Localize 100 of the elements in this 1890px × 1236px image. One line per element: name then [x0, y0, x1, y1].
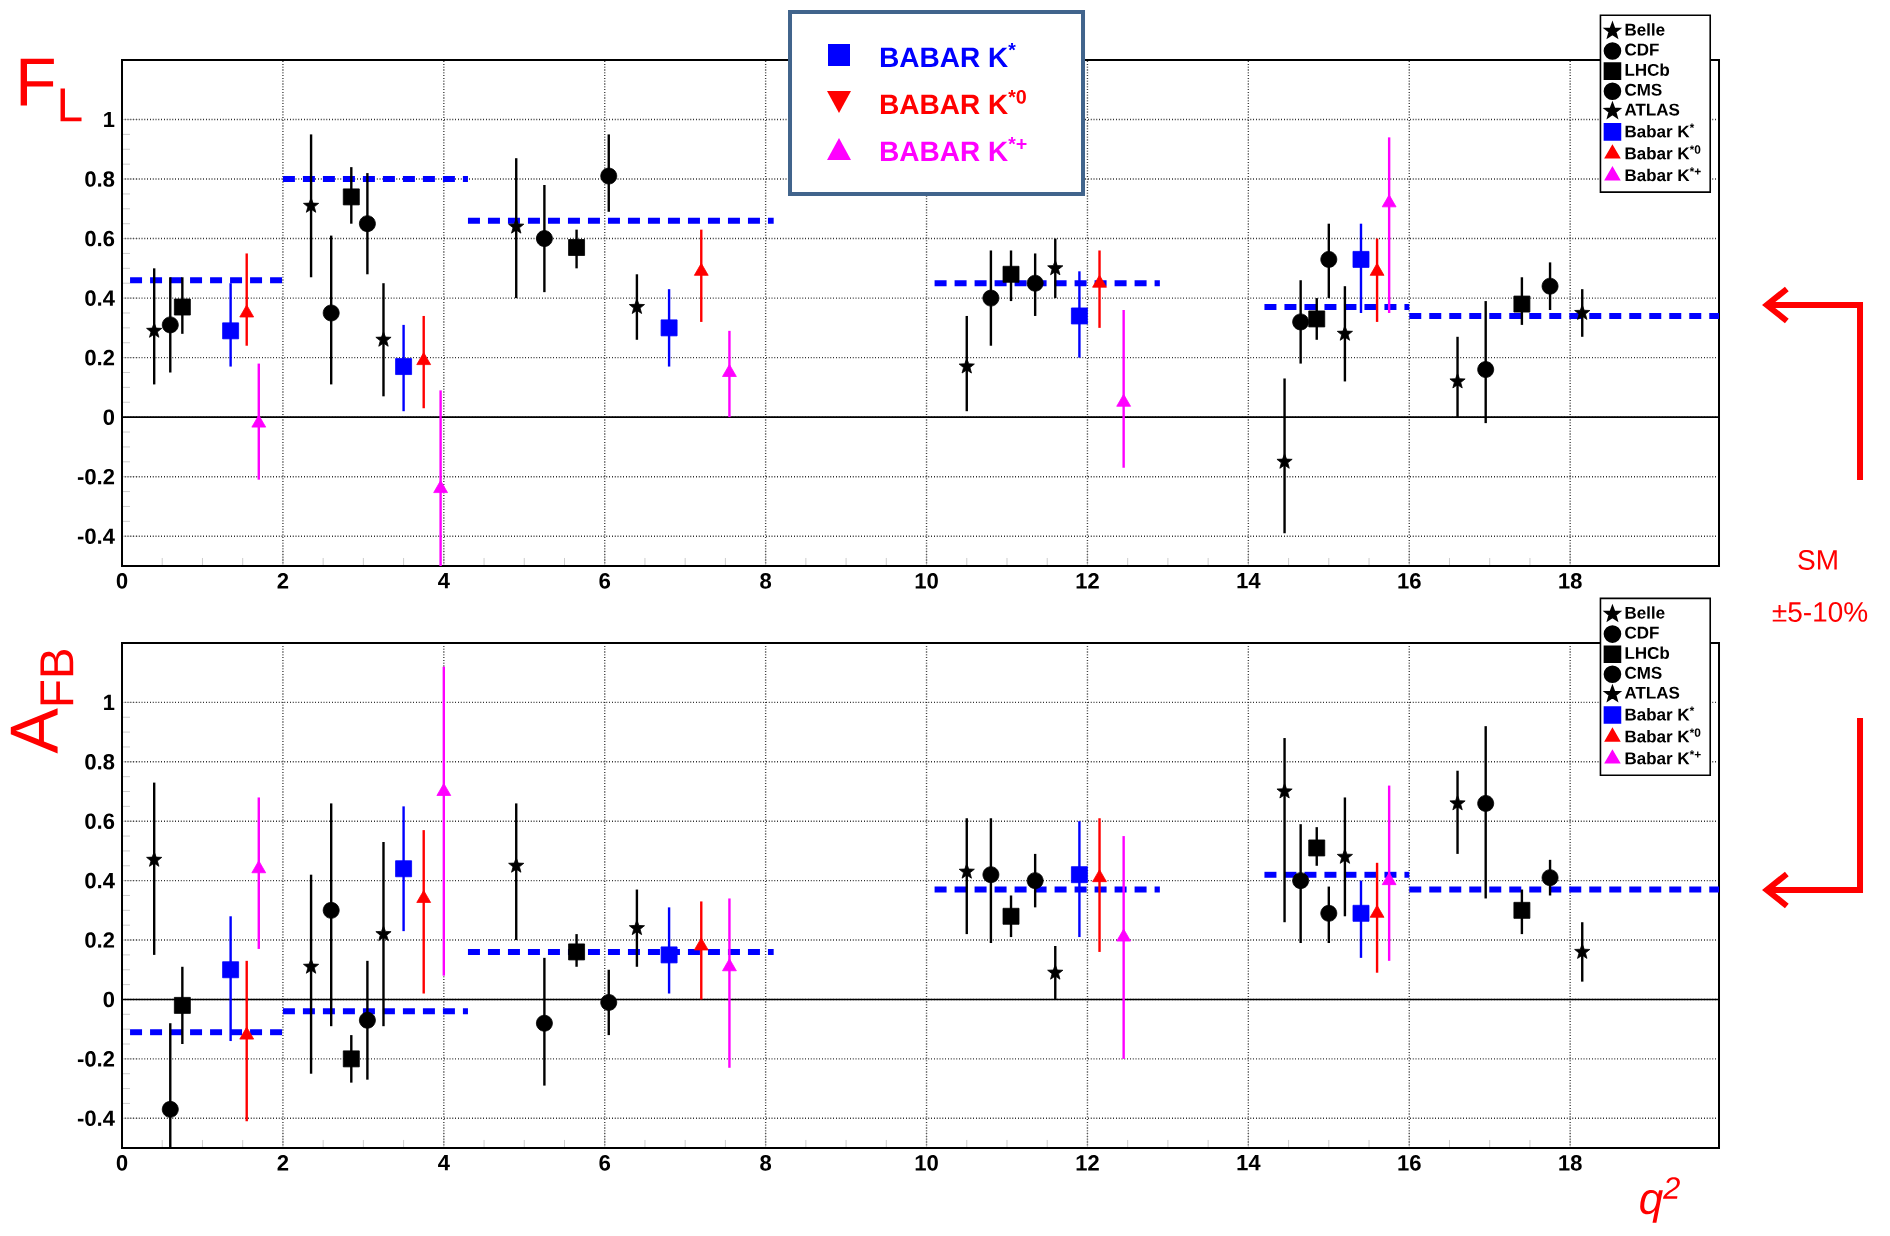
- point: [535, 1014, 553, 1032]
- point: [1292, 313, 1310, 331]
- point: [1047, 964, 1064, 980]
- y-tick-label: 1: [104, 111, 115, 128]
- point: [173, 298, 191, 316]
- x-tick-label: 4: [438, 1155, 450, 1171]
- legend-label: Babar K$^{*}$: [1625, 123, 1695, 138]
- point: [1352, 251, 1370, 268]
- x-tick-label: 8: [760, 573, 772, 589]
- point: [433, 480, 448, 493]
- point: [1308, 839, 1326, 857]
- point: [982, 289, 1000, 307]
- legend-label: Belle: [1625, 606, 1665, 619]
- y-axis-title: F$_{L}$: [20, 58, 82, 122]
- point: [1002, 265, 1020, 283]
- legend-label: CDF: [1625, 43, 1659, 56]
- point: [161, 316, 179, 334]
- point: [1092, 274, 1107, 288]
- point: [1320, 904, 1338, 922]
- point: [693, 262, 709, 276]
- point: [722, 364, 737, 377]
- x-tick-label: 12: [1076, 1155, 1099, 1171]
- y-tick-label: 0.8: [85, 754, 115, 770]
- point: [1320, 251, 1338, 268]
- legend-label: LHCb: [1625, 646, 1670, 659]
- point: [1513, 901, 1531, 919]
- x-tick-label: 16: [1398, 1155, 1421, 1171]
- point: [958, 863, 975, 879]
- point: [322, 304, 340, 322]
- y-tick-label: 1: [104, 694, 115, 710]
- y-tick-label: -0.4: [77, 528, 115, 545]
- point: [722, 958, 737, 972]
- point: [1336, 325, 1353, 341]
- y-tick-label: 0.8: [85, 171, 115, 187]
- x-tick-label: 0: [116, 573, 128, 589]
- y-tick-label: 0.6: [85, 230, 115, 247]
- point: [251, 414, 267, 428]
- point: [222, 322, 240, 340]
- point: [146, 322, 163, 338]
- point: [1449, 794, 1466, 811]
- x-tick-label: 6: [599, 1155, 611, 1171]
- point: [251, 860, 267, 874]
- point: [342, 1050, 360, 1068]
- point: [1477, 361, 1495, 378]
- point: [1449, 373, 1466, 389]
- point: [375, 925, 392, 941]
- legend-label: Babar K$^{*}$: [1625, 706, 1695, 721]
- x-tick-label: 14: [1237, 1155, 1261, 1171]
- point: [1276, 453, 1293, 469]
- annotation: BABAR K$^{*0}$: [880, 89, 1026, 115]
- y-axis-title: A$_{FB}$: [10, 649, 74, 754]
- point: [1477, 794, 1495, 812]
- point: [628, 298, 645, 314]
- legend-label: CMS: [1625, 666, 1662, 679]
- legend-label: Babar K$^{*+}$: [1625, 167, 1701, 182]
- point: [568, 239, 585, 256]
- y-tick-label: -0.2: [77, 1051, 115, 1067]
- y-tick-label: 0: [103, 409, 115, 425]
- x-tick-label: 18: [1559, 573, 1582, 589]
- text: SM: [1798, 550, 1837, 570]
- x-tick-label: 18: [1559, 1155, 1582, 1171]
- point: [1026, 872, 1044, 890]
- point: [303, 197, 320, 213]
- point: [958, 358, 975, 374]
- point: [416, 352, 432, 366]
- y-tick-label: -0.2: [77, 468, 115, 485]
- y-tick-label: 0.4: [85, 872, 115, 889]
- point: [1381, 872, 1397, 886]
- x-tick-label: 8: [760, 1155, 772, 1171]
- x-tick-label: 4: [438, 573, 450, 589]
- point: [1276, 783, 1293, 799]
- point: [395, 358, 412, 375]
- y-tick-label: 0: [103, 991, 115, 1008]
- point: [1047, 259, 1064, 276]
- annotation: BABAR K$^{*+}$: [880, 137, 1027, 161]
- y-tick-label: 0.6: [85, 813, 115, 830]
- x-tick-label: 14: [1237, 573, 1261, 589]
- point: [1352, 904, 1370, 922]
- point: [508, 857, 525, 873]
- point: [173, 997, 191, 1014]
- legend-label: ATLAS: [1624, 103, 1680, 116]
- point: [628, 919, 645, 936]
- x-tick-label: 2: [277, 573, 289, 589]
- point: [1292, 872, 1310, 890]
- point: [416, 890, 432, 903]
- legend-label: Babar K$^{*0}$: [1625, 145, 1701, 160]
- point: [1116, 393, 1131, 407]
- point: [375, 331, 392, 347]
- x-tick-label: 16: [1398, 573, 1421, 589]
- point: [1574, 943, 1591, 959]
- x-tick-label: 12: [1076, 573, 1099, 589]
- legend-label: Belle: [1625, 23, 1665, 36]
- point: [600, 994, 618, 1011]
- point: [1116, 928, 1131, 942]
- x-axis-title: q$^{2}$: [1640, 1177, 1680, 1223]
- y-tick-label: 0.2: [85, 349, 115, 366]
- x-tick-label: 10: [915, 573, 938, 589]
- legend-label: LHCb: [1625, 63, 1670, 76]
- point: [358, 215, 376, 233]
- point: [239, 1026, 255, 1040]
